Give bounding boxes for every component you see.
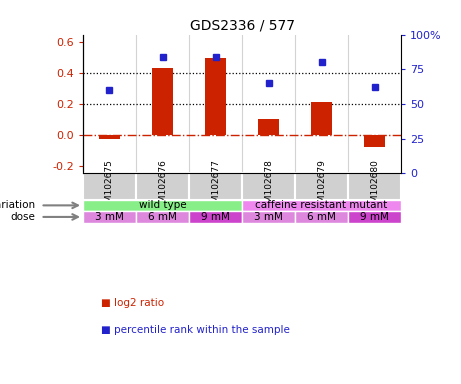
Text: wild type: wild type — [139, 200, 186, 210]
Bar — [295, 173, 348, 200]
Text: GSM102675: GSM102675 — [105, 159, 114, 214]
Text: caffeine resistant mutant: caffeine resistant mutant — [255, 200, 388, 210]
Text: 3 mM: 3 mM — [254, 212, 283, 222]
Bar — [83, 211, 136, 223]
Bar — [311, 103, 332, 135]
Text: GSM102677: GSM102677 — [211, 159, 220, 214]
Text: 6 mM: 6 mM — [307, 212, 336, 222]
Text: ■ log2 ratio: ■ log2 ratio — [101, 298, 165, 308]
Text: GSM102680: GSM102680 — [370, 159, 379, 214]
Text: 6 mM: 6 mM — [148, 212, 177, 222]
Bar — [348, 173, 401, 200]
Text: ■ percentile rank within the sample: ■ percentile rank within the sample — [101, 325, 290, 335]
Bar — [242, 173, 295, 200]
Bar — [348, 211, 401, 223]
Bar — [83, 173, 136, 200]
Bar — [189, 173, 242, 200]
Text: GSM102679: GSM102679 — [317, 159, 326, 214]
Bar — [136, 211, 189, 223]
Bar — [205, 58, 226, 135]
Bar — [136, 173, 189, 200]
Bar — [364, 135, 385, 147]
Bar — [258, 119, 279, 135]
Text: 3 mM: 3 mM — [95, 212, 124, 222]
Text: 9 mM: 9 mM — [201, 212, 230, 222]
Text: GSM102676: GSM102676 — [158, 159, 167, 214]
Bar — [83, 200, 242, 211]
Bar — [295, 211, 348, 223]
Text: dose: dose — [11, 212, 35, 222]
Title: GDS2336 / 577: GDS2336 / 577 — [189, 18, 295, 32]
Bar — [242, 200, 401, 211]
Text: genotype/variation: genotype/variation — [0, 200, 35, 210]
Bar — [99, 135, 120, 139]
Bar — [152, 68, 173, 135]
Text: GSM102678: GSM102678 — [264, 159, 273, 214]
Bar — [242, 211, 295, 223]
Text: 9 mM: 9 mM — [360, 212, 389, 222]
Bar — [189, 211, 242, 223]
